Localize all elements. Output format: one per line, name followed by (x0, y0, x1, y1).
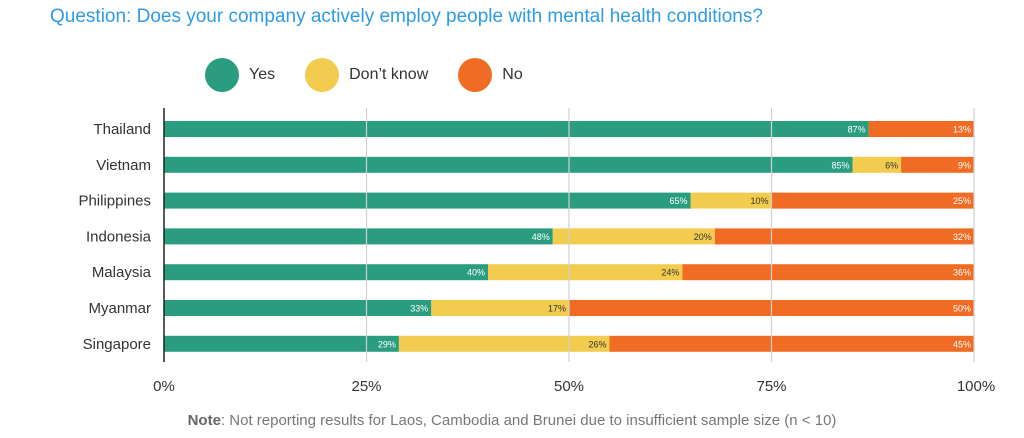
bar-malaysia-yes (164, 264, 488, 281)
data-label: 25% (953, 196, 971, 206)
bar-singapore-no (609, 335, 974, 352)
bar-vietnam-don-t-know (852, 156, 902, 173)
data-label: 9% (958, 160, 971, 170)
bar-thailand-yes (164, 121, 869, 137)
bar-indonesia-no (714, 228, 974, 245)
category-label: Thailand (93, 121, 151, 138)
category-label: Indonesia (86, 228, 152, 245)
legend-item-dont-know: Don’t know (305, 58, 428, 92)
stacked-bar-chart: 87% 13% 85% 6% 9% 65% 10% 25% 48% 20% 32% 40% 24% 36%… (78, 108, 995, 395)
bar-philippines-don-t-know (690, 192, 772, 209)
data-label: 33% (410, 304, 428, 314)
legend-item-yes: Yes (205, 58, 275, 92)
data-label: 24% (661, 268, 679, 278)
data-label: 36% (953, 268, 971, 278)
bar-vietnam-yes (164, 156, 853, 173)
x-tick-label: 75% (756, 378, 786, 395)
category-label: Vietnam (96, 157, 151, 174)
bar-thailand-no (868, 121, 974, 137)
bar-malaysia-no (682, 264, 974, 281)
data-label: 20% (694, 232, 712, 242)
data-label: 13% (953, 125, 971, 135)
chart-legend: Yes Don’t know No (205, 58, 553, 92)
data-label: 40% (467, 268, 485, 278)
x-tick-label: 100% (957, 378, 995, 395)
note-text: : Not reporting results for Laos, Cambod… (220, 412, 837, 429)
bar-vietnam-no (901, 156, 974, 173)
legend-swatch-yes (205, 58, 239, 92)
x-tick-label: 0% (153, 378, 175, 395)
chart-note: Note: Not reporting results for Laos, Ca… (0, 412, 1024, 429)
bar-philippines-yes (164, 192, 691, 209)
data-label: 48% (532, 232, 550, 242)
bar-singapore-yes (164, 335, 399, 352)
note-label: Note (187, 412, 221, 429)
data-label: 32% (953, 232, 971, 242)
chart-title: Question: Does your company actively emp… (50, 6, 763, 27)
bar-philippines-no (771, 192, 974, 209)
legend-label-dont-know: Don’t know (349, 66, 429, 83)
data-label: 85% (831, 160, 849, 170)
data-label: 50% (953, 304, 971, 314)
data-label: 29% (378, 339, 396, 349)
category-label: Singapore (83, 336, 151, 353)
data-label: 26% (588, 339, 606, 349)
legend-label-no: No (502, 66, 523, 83)
bar-indonesia-yes (164, 228, 553, 245)
category-label: Myanmar (88, 300, 151, 317)
category-label: Malaysia (92, 264, 152, 281)
data-label: 65% (669, 196, 687, 206)
bar-myanmar-don-t-know (431, 300, 569, 316)
legend-swatch-dont-know (305, 58, 340, 92)
data-label: 6% (885, 160, 898, 170)
x-tick-label: 50% (554, 378, 584, 395)
legend-swatch-no (458, 58, 493, 92)
category-label: Philippines (78, 193, 151, 210)
data-label: 17% (548, 304, 566, 314)
bar-indonesia-don-t-know (552, 228, 715, 245)
bar-singapore-don-t-know (398, 335, 610, 352)
x-tick-label: 25% (351, 378, 381, 395)
legend-item-no: No (458, 58, 523, 92)
bar-malaysia-don-t-know (488, 264, 683, 281)
data-label: 87% (848, 125, 866, 135)
bar-myanmar-yes (164, 300, 432, 316)
legend-label-yes: Yes (249, 66, 276, 83)
data-label: 45% (953, 339, 971, 349)
data-label: 10% (750, 196, 768, 206)
